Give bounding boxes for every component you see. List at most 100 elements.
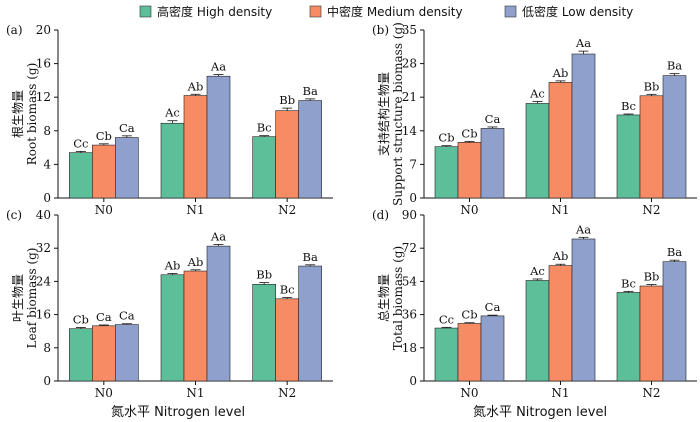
data-label: Ca	[485, 300, 501, 314]
x-tick-label: N1	[186, 386, 204, 400]
data-label: Bb	[279, 93, 295, 107]
data-label: Ab	[164, 259, 181, 273]
bar	[571, 238, 596, 382]
x-tick-label: N0	[460, 203, 478, 217]
bar	[252, 136, 276, 199]
y-tick-label: 28	[402, 57, 417, 71]
data-label: Cb	[73, 312, 89, 326]
data-label: Ab	[187, 79, 204, 93]
y-axis-label-en: Total biomass (g)	[391, 246, 405, 350]
bar	[183, 95, 208, 199]
data-label: Ba	[667, 59, 682, 73]
bar	[275, 298, 299, 382]
bar	[115, 137, 139, 199]
bar	[183, 270, 208, 382]
y-tick-label: 72	[402, 241, 417, 255]
y-tick-label: 35	[402, 23, 417, 37]
bar	[206, 75, 231, 199]
legend-swatch	[309, 5, 322, 18]
panel-label: (a)	[6, 23, 23, 37]
data-label: Ab	[552, 66, 569, 80]
bar	[275, 110, 299, 199]
bar	[92, 325, 116, 382]
x-axis-label-right: 氮水平 Nitrogen level	[473, 405, 607, 420]
y-tick-label: 20	[36, 23, 51, 37]
y-tick-label: 14	[402, 124, 418, 138]
data-label: Cb	[461, 308, 477, 322]
legend-swatch	[504, 5, 517, 18]
bar	[457, 142, 482, 199]
x-tick-label: N1	[186, 203, 204, 217]
bar	[115, 324, 139, 382]
data-label: Bc	[257, 121, 272, 135]
y-axis-label-cn: 支持结构生物量	[376, 72, 391, 156]
data-label: Ba	[303, 84, 318, 98]
data-label: Ba	[303, 250, 318, 264]
bar	[525, 280, 550, 382]
bar	[480, 315, 505, 382]
panel-label: (b)	[372, 23, 389, 37]
data-label: Cc	[73, 136, 88, 150]
y-tick-label: 0	[409, 374, 417, 388]
data-label: Bb	[644, 270, 660, 284]
data-label: Ac	[529, 87, 545, 101]
bar	[206, 245, 231, 382]
x-tick-label: N0	[95, 386, 113, 400]
y-tick-label: 36	[402, 308, 417, 322]
y-tick-label: 16	[36, 57, 51, 71]
bar	[434, 146, 459, 199]
panel-d: 0 18 36 54 72 90 (d) 总生物量 Total biomass (g) N0 Cc C…	[372, 208, 697, 400]
y-tick-label: 0	[43, 191, 51, 205]
data-label: Cc	[439, 312, 454, 326]
y-tick-label: 54	[402, 274, 418, 288]
data-label: Bc	[621, 276, 636, 290]
data-label: Aa	[575, 36, 591, 50]
data-label: Ab	[552, 249, 569, 263]
y-axis-label-cn: 叶生物量	[11, 274, 25, 322]
bar	[639, 95, 664, 199]
bar	[616, 114, 641, 199]
data-label: Ac	[529, 264, 545, 278]
data-label: Ba	[667, 245, 682, 259]
x-tick-label: N0	[460, 386, 478, 400]
x-tick-label: N1	[551, 386, 569, 400]
bar	[160, 274, 185, 382]
panel-a: 0 4 8 12 16 20 (a) 根生物量 Root biomass (g) N0 Cc Cb Ca…	[6, 23, 333, 217]
data-label: Bb	[644, 79, 660, 93]
y-tick-label: 24	[36, 274, 52, 288]
bar	[662, 261, 687, 382]
x-tick-label: N2	[278, 386, 296, 400]
panel-label: (c)	[6, 208, 22, 222]
y-tick-label: 0	[43, 374, 51, 388]
y-tick-label: 8	[43, 341, 51, 355]
x-tick-label: N2	[278, 203, 296, 217]
panels: 0 4 8 12 16 20 (a) 根生物量 Root biomass (g) N0 Cc Cb Ca…	[6, 22, 697, 400]
bar	[525, 103, 550, 199]
x-tick-label: N2	[642, 386, 660, 400]
data-label: Cb	[96, 129, 112, 143]
y-tick-label: 32	[36, 241, 51, 255]
y-tick-label: 4	[43, 157, 51, 171]
bar	[434, 327, 459, 382]
data-label: Aa	[210, 229, 226, 243]
data-label: Aa	[575, 222, 591, 236]
y-tick-label: 16	[36, 308, 51, 322]
bar	[457, 323, 482, 382]
y-tick-label: 18	[402, 341, 417, 355]
panel-c: 0 8 16 24 32 40 (c) 叶生物量 Leaf biomass (g) N0 Cb Ca C…	[6, 208, 333, 400]
data-label: Cb	[461, 126, 477, 140]
data-label: Ca	[119, 121, 135, 135]
y-axis-label-en: Root biomass (g)	[25, 63, 39, 166]
bar	[298, 265, 322, 382]
y-axis-label-en: Support structure biomass (g)	[391, 22, 405, 206]
y-tick-label: 0	[409, 191, 417, 205]
x-axis-label-left: 氮水平 Nitrogen level	[111, 405, 245, 420]
bar	[298, 100, 322, 199]
y-tick-label: 21	[402, 90, 417, 104]
data-label: Ca	[96, 310, 112, 324]
bar	[92, 144, 116, 199]
data-label: Bb	[256, 268, 272, 282]
bar	[548, 265, 573, 382]
y-tick-label: 12	[36, 90, 51, 104]
bar	[252, 284, 276, 382]
